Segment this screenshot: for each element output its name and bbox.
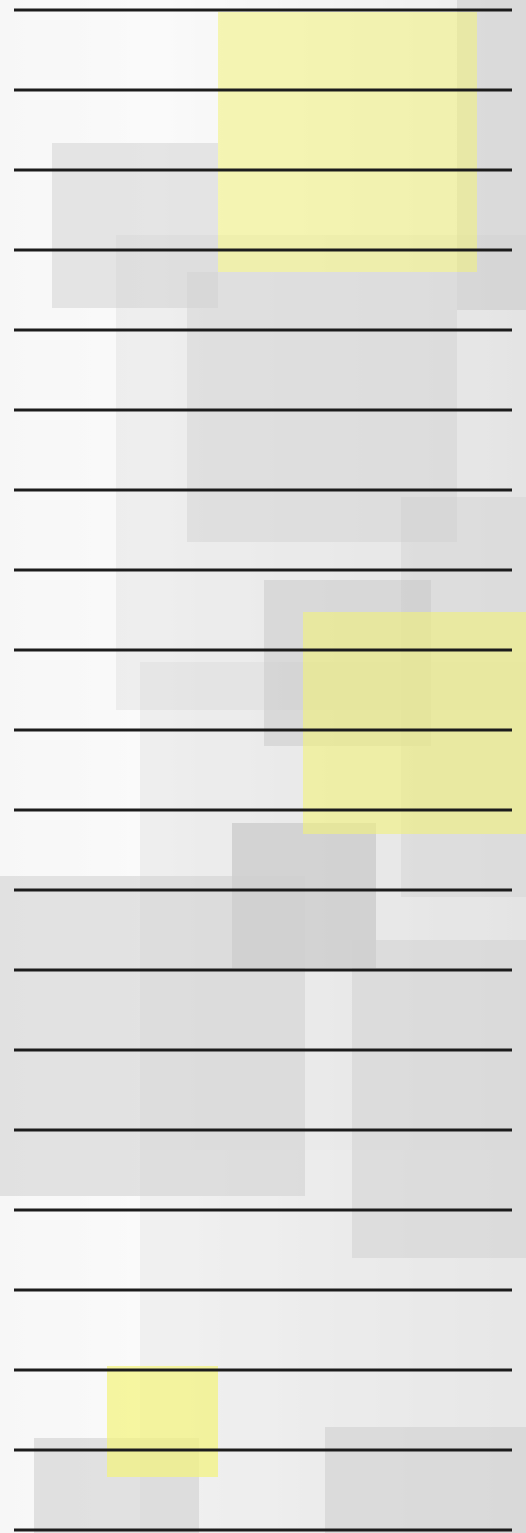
horizontal-rules bbox=[14, 8, 512, 1532]
square bbox=[0, 876, 305, 1196]
square bbox=[325, 1427, 526, 1533]
square bbox=[352, 940, 526, 1258]
yellow-square bbox=[218, 12, 477, 272]
yellow-square bbox=[107, 1366, 218, 1477]
square bbox=[187, 272, 457, 542]
yellow-square bbox=[303, 612, 526, 834]
